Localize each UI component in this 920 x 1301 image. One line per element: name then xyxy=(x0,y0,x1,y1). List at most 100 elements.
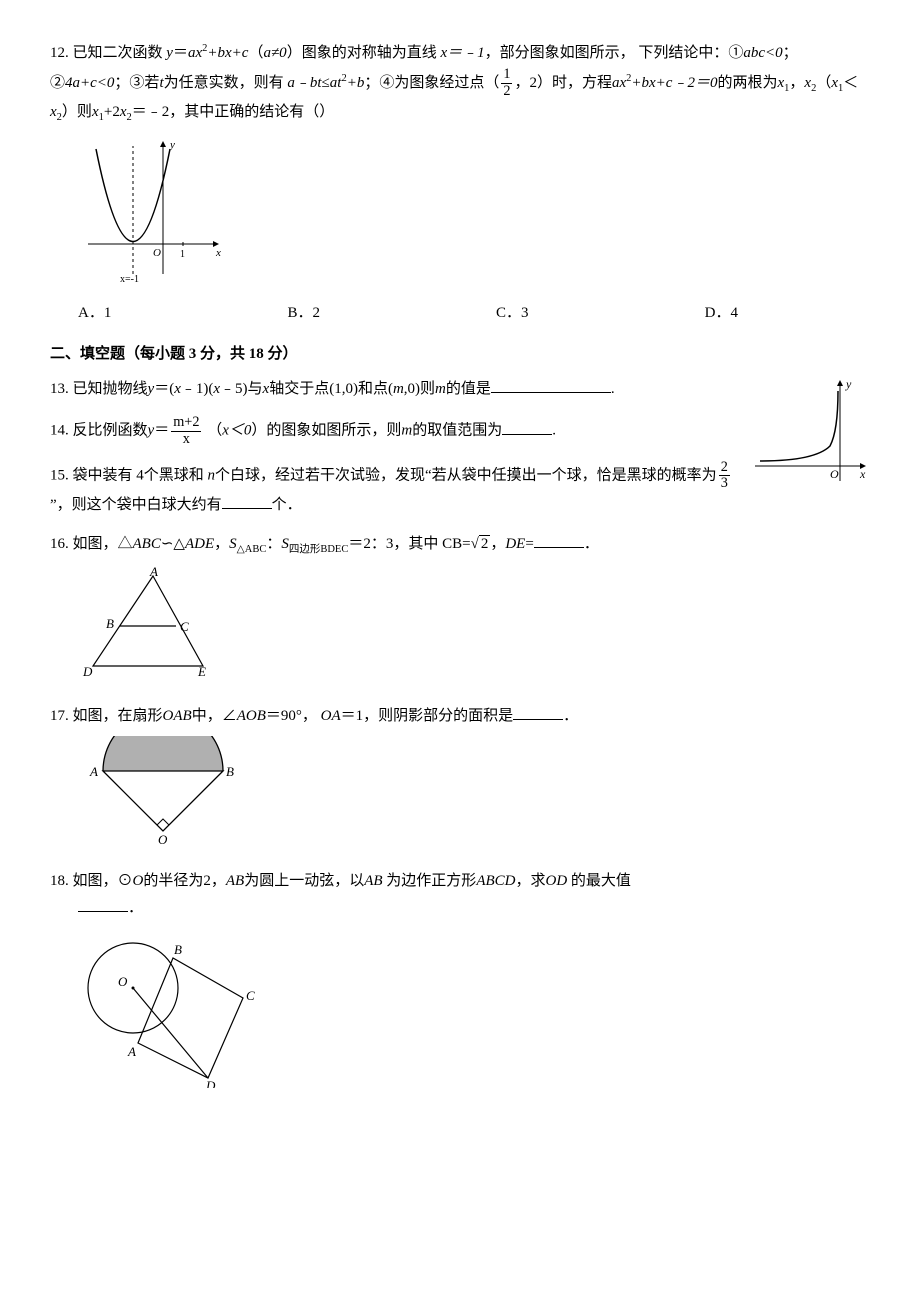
num: 2 xyxy=(719,460,730,477)
lt: ＜ xyxy=(843,75,858,91)
num: m+2 xyxy=(171,415,201,432)
svg-text:E: E xyxy=(197,664,206,679)
q15-number: 15. xyxy=(50,467,69,483)
blank xyxy=(502,419,552,435)
text: （ xyxy=(816,75,831,91)
text: （ xyxy=(248,45,263,61)
DE: DE xyxy=(505,536,525,552)
svg-text:O: O xyxy=(118,974,128,989)
svg-text:y: y xyxy=(845,377,852,391)
text: 轴交于点(1,0)和点( xyxy=(269,381,393,397)
q14-figure: x y O xyxy=(750,376,870,496)
question-12: 12. 已知二次函数 y＝ax2+bx+c（a≠0）图象的对称轴为直线 x＝﹣1… xyxy=(50,40,870,327)
OD: OD xyxy=(546,873,568,889)
q18-number: 18. xyxy=(50,873,69,889)
m: m xyxy=(401,423,412,439)
period: ． xyxy=(584,536,599,552)
den: x xyxy=(171,432,201,448)
text: ，求 xyxy=(515,873,545,889)
eq: ＝ xyxy=(154,423,169,439)
period: . xyxy=(611,381,615,397)
q14-number: 14. xyxy=(50,423,69,439)
option-c: C．3 xyxy=(496,300,529,327)
text: ，部分图象如图所示， 下列结论中：① xyxy=(485,45,744,61)
svg-text:A: A xyxy=(127,1044,136,1059)
eqtail: +bx+c﹣2＝0 xyxy=(631,75,717,91)
text: 个． xyxy=(272,497,302,513)
q13-number: 13. xyxy=(50,381,69,397)
den: 3 xyxy=(719,476,730,492)
text: 中，∠ xyxy=(192,708,237,724)
n: n xyxy=(208,467,216,483)
svg-text:A: A xyxy=(149,566,158,579)
S: S xyxy=(281,536,289,552)
text: 为任意实数，则有 xyxy=(164,75,288,91)
O: O xyxy=(133,873,144,889)
text: ”，则这个袋中白球大约有 xyxy=(50,497,222,513)
blank xyxy=(513,704,563,720)
svg-text:B: B xyxy=(106,616,114,631)
text: ， xyxy=(490,536,505,552)
text: 为圆上一动弦，以 xyxy=(244,873,364,889)
sub: △ABC xyxy=(237,544,267,555)
q12-stem: 已知二次函数 y＝ax2+bx+c（a≠0）图象的对称轴为直线 x＝﹣1，部分图… xyxy=(50,45,858,120)
xeq: x＝﹣1 xyxy=(440,45,484,61)
ratio: ＝2：3，其中 CB= xyxy=(348,536,470,552)
cond: x＜0 xyxy=(222,423,251,439)
q17-figure: A B O xyxy=(78,736,870,856)
question-13: 13. 已知抛物线y＝(x﹣1)(x﹣5)与x轴交于点(1,0)和点(m,0)则… xyxy=(50,376,870,403)
text: ）图象的对称轴为直线 xyxy=(287,45,441,61)
text: 的最大值 xyxy=(567,873,631,889)
svg-text:x=-1: x=-1 xyxy=(120,274,139,284)
svg-text:x: x xyxy=(215,247,221,259)
svg-text:B: B xyxy=(226,764,234,779)
colon: ： xyxy=(266,536,281,552)
q16-number: 16. xyxy=(50,536,69,552)
svg-text:x: x xyxy=(859,467,866,481)
text: 已知抛物线 xyxy=(73,381,148,397)
period: ． xyxy=(128,900,143,916)
num: 1 xyxy=(501,67,512,84)
reseq: ＝﹣2 xyxy=(132,104,170,120)
ade: ADE xyxy=(185,536,214,552)
text: ＝90°， xyxy=(266,708,321,724)
text: 如图，⊙ xyxy=(73,873,133,889)
blank xyxy=(222,493,272,509)
svg-text:A: A xyxy=(89,764,98,779)
var-ax: ax xyxy=(188,45,202,61)
blank xyxy=(534,532,584,548)
text: 个白球，经过若干次试验，发现“若从袋中任摸出一个球，恰是黑球的概率为 xyxy=(215,467,717,483)
period: . xyxy=(552,423,556,439)
AOB: AOB xyxy=(237,708,266,724)
question-16: 16. 如图，△ABC∽△ADE，S△ABC：S四边形BDEC＝2：3，其中 C… xyxy=(50,531,870,691)
cond: a≠0 xyxy=(263,45,286,61)
text: 如图，在扇形 xyxy=(73,708,163,724)
text: ， xyxy=(214,536,229,552)
radicand: 2 xyxy=(479,535,491,552)
text: 的值是 xyxy=(446,381,491,397)
q17-number: 17. xyxy=(50,708,69,724)
OA: OA xyxy=(321,708,341,724)
text: ＝ xyxy=(173,45,188,61)
text: 的取值范围为 xyxy=(412,423,502,439)
svg-text:y: y xyxy=(169,139,175,151)
c2: 4a+c<0 xyxy=(65,75,114,91)
den: 2 xyxy=(501,84,512,100)
q12-number: 12. xyxy=(50,45,69,61)
svg-text:D: D xyxy=(205,1078,216,1088)
c3: a﹣bt≤at xyxy=(287,75,341,91)
c1: abc<0 xyxy=(743,45,782,61)
m: m xyxy=(393,381,404,397)
q16-figure: A B C D E xyxy=(78,566,870,691)
x: x xyxy=(50,104,57,120)
ABCD: ABCD xyxy=(476,873,515,889)
period: ． xyxy=(563,708,578,724)
text: 袋中装有 4个黑球和 xyxy=(73,467,208,483)
option-b: B．2 xyxy=(287,300,320,327)
svg-text:O: O xyxy=(158,832,168,846)
text: ﹣1)( xyxy=(181,381,214,397)
text: ﹣5)与 xyxy=(220,381,263,397)
sim: ∽△ xyxy=(161,536,185,552)
var-bxc: +bx+c xyxy=(207,45,248,61)
option-d: D．4 xyxy=(705,300,738,327)
